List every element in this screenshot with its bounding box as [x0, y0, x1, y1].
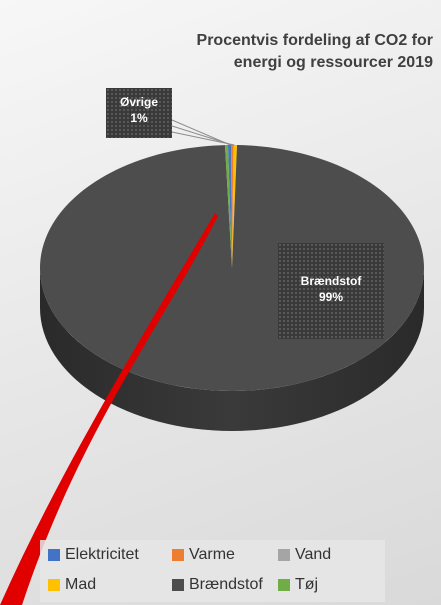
chart-title-line-2: energi og ressourcer 2019 — [233, 54, 433, 71]
legend-item-brændstof: Brændstof — [172, 576, 278, 594]
legend-item-mad: Mad — [48, 576, 172, 594]
legend-item-varme: Varme — [172, 546, 278, 564]
legend-label: Brændstof — [189, 576, 263, 593]
legend-label: Elektricitet — [65, 546, 139, 563]
legend-swatch — [48, 579, 60, 591]
data-label-ovrige-value: 1% — [130, 111, 148, 125]
legend-swatch — [48, 549, 60, 561]
legend-label: Mad — [65, 576, 97, 593]
pie-slice-vand — [232, 145, 235, 268]
legend-swatch — [278, 549, 290, 561]
chart-title: Procentvis fordeling af CO2 for energi o… — [103, 30, 433, 74]
pie-slice-mad — [232, 145, 238, 268]
legend-label: Tøj — [295, 576, 319, 593]
data-label-ovrige-name: Øvrige — [119, 95, 158, 109]
pie-side-wall — [40, 268, 424, 431]
legend-swatch — [172, 579, 184, 591]
red-arrow-pointer — [0, 213, 218, 605]
legend-label: Vand — [295, 546, 332, 563]
leader-line — [171, 131, 235, 146]
legend-row: Mad Brændstof Tøj — [48, 576, 368, 594]
legend-row: Elektricitet Varme Vand — [48, 546, 368, 564]
data-label-ovrige: Øvrige 1% — [106, 88, 172, 138]
pie-slice-varme — [230, 145, 234, 268]
legend-item-tøj: Tøj — [278, 576, 368, 594]
legend-item-elektricitet: Elektricitet — [48, 546, 172, 564]
leader-line — [171, 125, 233, 146]
chart-title-line-1: Procentvis fordeling af CO2 for — [196, 32, 433, 49]
data-label-braendstof-value: 99% — [318, 290, 344, 304]
legend-item-vand: Vand — [278, 546, 368, 564]
data-label-braendstof: Brændstof 99% — [278, 243, 384, 339]
pie-slice-elektricitet — [227, 145, 232, 268]
legend-label: Varme — [189, 546, 235, 563]
pie-slice-tøj — [224, 145, 232, 268]
data-label-braendstof-name: Brændstof — [300, 274, 362, 288]
legend: Elektricitet Varme Vand Mad Brændstof Tøj — [40, 540, 385, 602]
legend-swatch — [172, 549, 184, 561]
legend-swatch — [278, 579, 290, 591]
